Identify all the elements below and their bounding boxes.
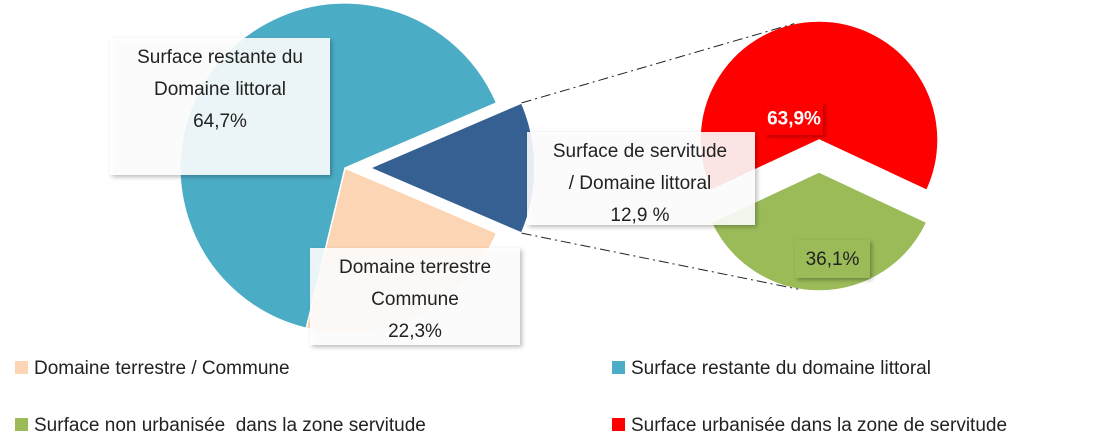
data-label: Commune bbox=[371, 289, 459, 310]
data-label: Domaine littoral bbox=[154, 79, 286, 100]
label-box bbox=[527, 132, 755, 225]
label-box bbox=[110, 38, 330, 175]
data-label: 63,9% bbox=[767, 109, 821, 130]
data-label: / Domaine littoral bbox=[569, 173, 712, 194]
data-label: Surface de servitude bbox=[553, 141, 727, 162]
legend-swatch bbox=[612, 361, 625, 374]
data-label: 12,9 % bbox=[610, 205, 669, 226]
connector-line bbox=[521, 23, 795, 104]
data-label: 36,1% bbox=[806, 249, 860, 270]
pie-slice bbox=[710, 171, 928, 292]
data-label: 64,7% bbox=[193, 111, 247, 132]
legend-swatch bbox=[612, 418, 625, 431]
label-box bbox=[765, 102, 823, 135]
legend-label: Surface urbanisée dans la zone de servit… bbox=[631, 415, 1007, 436]
legend-label: Surface restante du domaine littoral bbox=[631, 358, 931, 379]
data-label: 22,3% bbox=[388, 321, 442, 342]
data-label: Surface restante du bbox=[137, 47, 303, 68]
data-label: Domaine terrestre bbox=[339, 257, 491, 278]
legend-swatch bbox=[15, 361, 28, 374]
legend-label: Surface non urbanisée dans la zone servi… bbox=[34, 415, 426, 436]
legend-label: Domaine terrestre / Commune bbox=[34, 358, 290, 379]
legend-swatch bbox=[15, 418, 28, 431]
label-box bbox=[310, 248, 520, 345]
connector-line bbox=[521, 232, 799, 290]
label-box bbox=[795, 240, 870, 278]
